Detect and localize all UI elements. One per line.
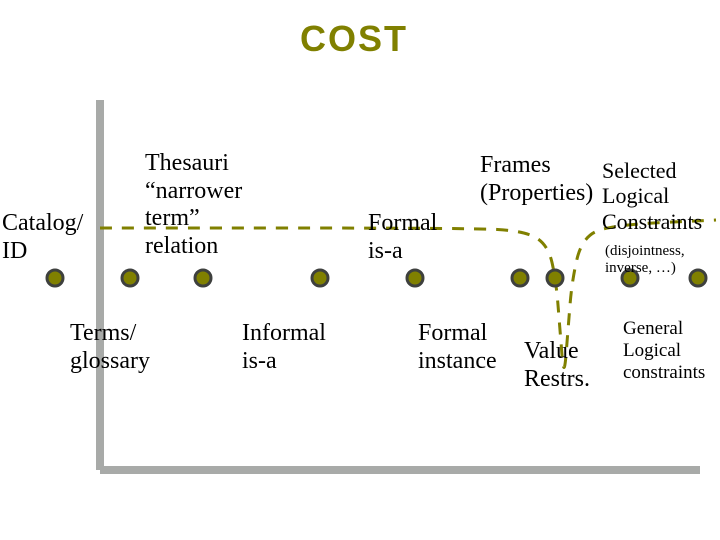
- label-disjointness: (disjointness,inverse, …): [605, 243, 685, 278]
- label-formal-instance: Formalinstance: [418, 320, 497, 375]
- spectrum-dot: [312, 270, 328, 286]
- label-general: GeneralLogicalconstraints: [623, 318, 705, 384]
- chart-title: COST: [300, 18, 408, 60]
- label-formal-isa: Formalis-a: [368, 210, 437, 265]
- spectrum-dot: [547, 270, 563, 286]
- label-informal-isa: Informalis-a: [242, 320, 326, 375]
- spectrum-dot: [407, 270, 423, 286]
- label-thesauri: Thesauri“narrowerterm”relation: [145, 150, 242, 260]
- spectrum-dot: [47, 270, 63, 286]
- label-frames: Frames(Properties): [480, 152, 593, 207]
- label-selected: SelectedLogicalConstraints: [602, 158, 702, 234]
- label-terms-glossary: Terms/glossary: [70, 320, 150, 375]
- spectrum-dot: [512, 270, 528, 286]
- spectrum-dot: [122, 270, 138, 286]
- spectrum-dot: [690, 270, 706, 286]
- label-catalog-id: Catalog/ID: [2, 210, 83, 265]
- label-value-restrs: ValueRestrs.: [524, 338, 590, 393]
- spectrum-dot: [195, 270, 211, 286]
